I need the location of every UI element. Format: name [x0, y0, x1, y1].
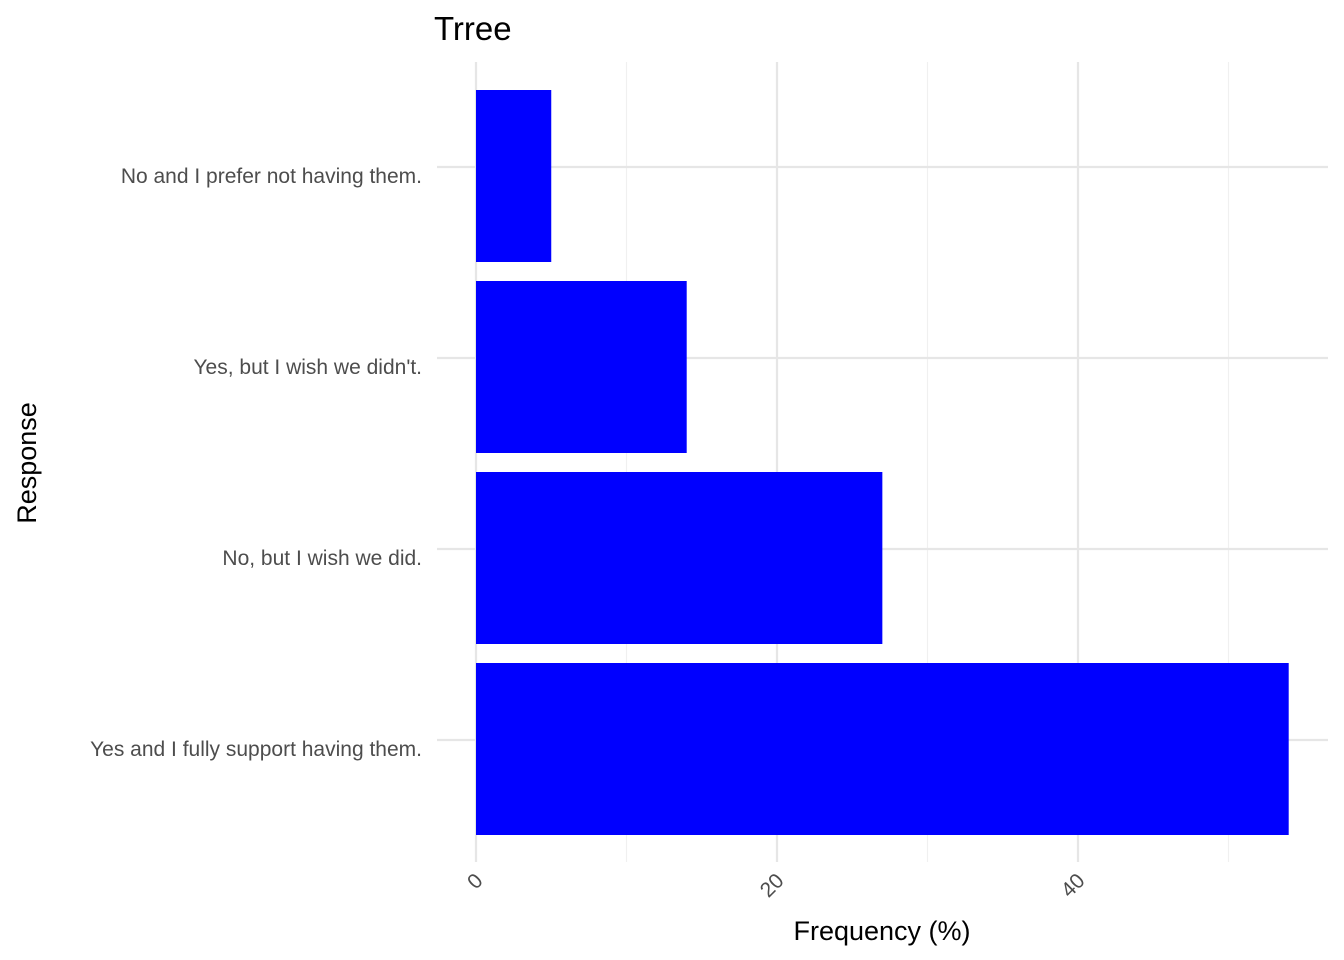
y-tick-label: Yes, but I wish we didn't.	[193, 356, 422, 379]
x-tick-label: 20	[756, 869, 789, 902]
chart-title: Trree	[434, 10, 512, 47]
y-tick-label: Yes and I fully support having them.	[90, 738, 422, 761]
bar	[476, 472, 883, 644]
bars-layer	[476, 90, 1289, 835]
y-tick-label: No, but I wish we did.	[222, 547, 422, 570]
y-tick-label: No and I prefer not having them.	[121, 165, 422, 188]
x-axis-title: Frequency (%)	[793, 916, 970, 946]
bar	[476, 663, 1289, 835]
x-tick-labels: 0 20 40	[463, 869, 1090, 902]
y-tick-labels: No and I prefer not having them. Yes, but…	[90, 165, 422, 761]
x-tick-label: 40	[1057, 869, 1090, 902]
x-tick-label: 0	[463, 869, 488, 894]
bar	[476, 90, 552, 262]
y-axis-title: Response	[12, 402, 42, 524]
bar	[476, 281, 687, 453]
